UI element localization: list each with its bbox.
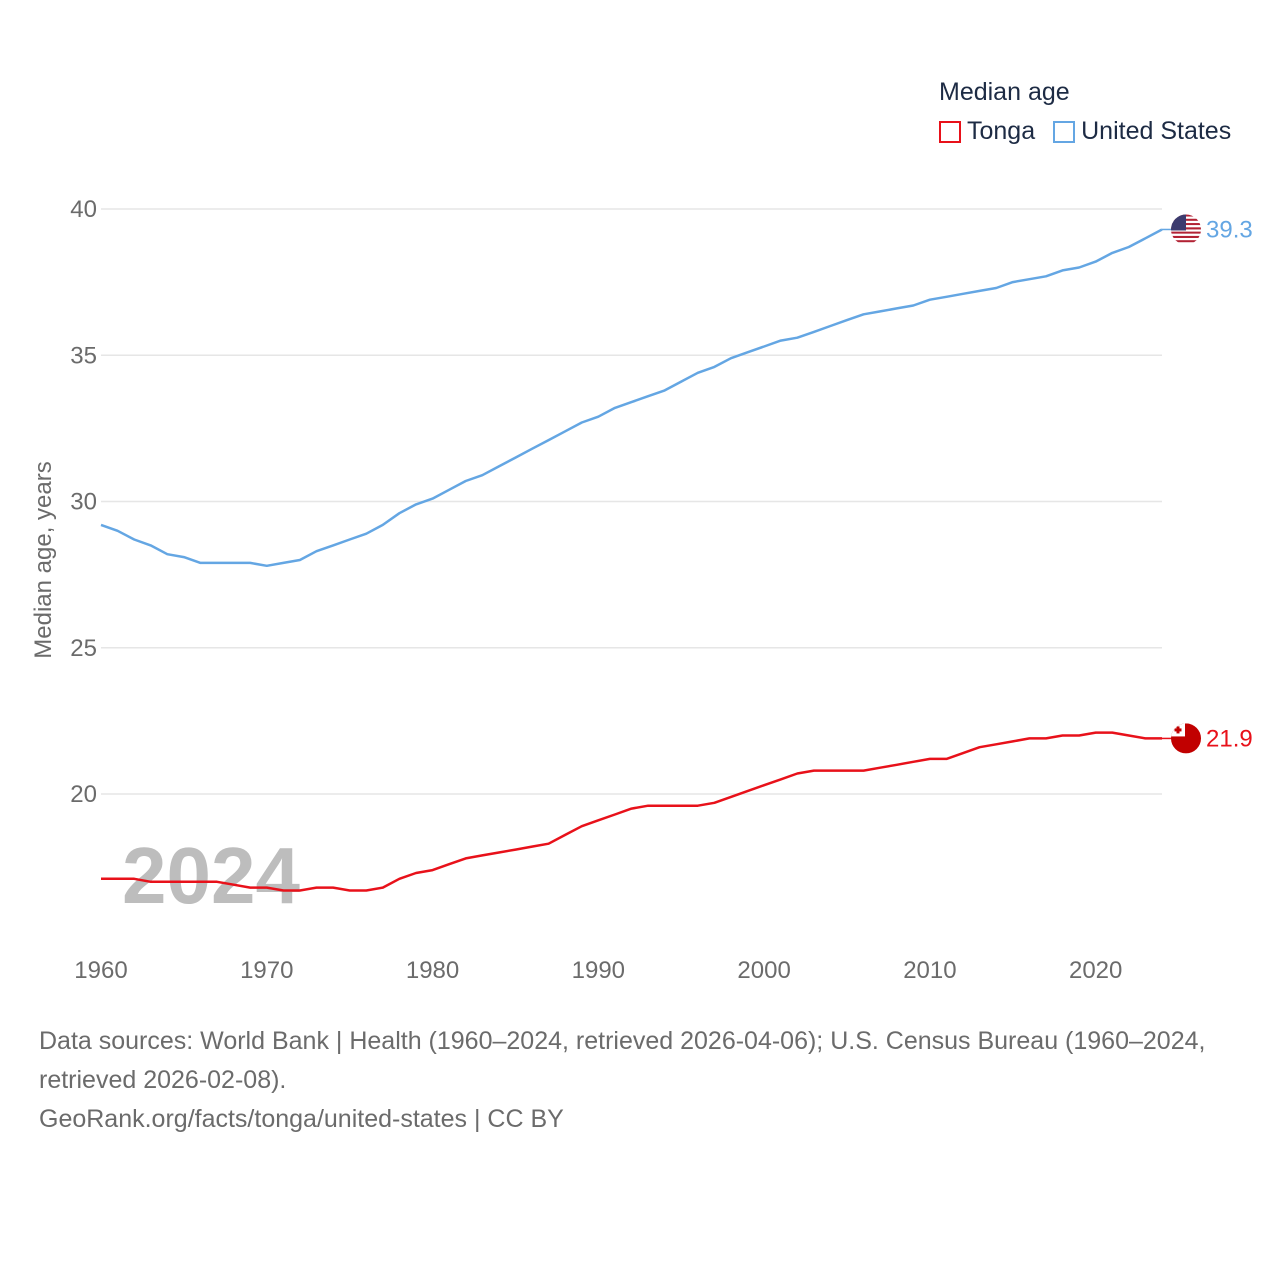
legend-label-united-states: United States [1081, 117, 1232, 145]
legend-item-united-states[interactable]: United States [1053, 117, 1231, 146]
y-tick-label: 30 [70, 489, 97, 516]
united-states-flag-icon [1171, 214, 1201, 245]
y-tick-label: 35 [70, 342, 97, 369]
x-tick-label: 1990 [572, 957, 625, 984]
x-tick-label: 2020 [1069, 957, 1122, 984]
x-tick-label: 1970 [240, 957, 293, 984]
x-tick-label: 1960 [74, 957, 127, 984]
legend-swatch-tonga [939, 120, 961, 143]
legend-item-tonga[interactable]: Tonga [939, 117, 1035, 146]
end-value-label-united-states: 39.3 [1206, 216, 1253, 243]
gridlines [101, 208, 1162, 795]
legend-title: Median age [939, 78, 1070, 106]
y-axis-tick-labels: 20 25 30 35 40 [70, 196, 97, 808]
legend-label-tonga: Tonga [967, 117, 1036, 145]
y-tick-label: 20 [70, 781, 97, 808]
y-tick-label: 40 [70, 196, 97, 223]
tonga-flag-icon [1171, 723, 1201, 754]
series-line-united-states [100, 228, 1163, 568]
x-tick-label: 2010 [903, 957, 956, 984]
legend-swatch-united-states [1053, 120, 1076, 143]
end-value-label-tonga: 21.9 [1206, 725, 1253, 752]
sources-text: Data sources: World Bank | Health (1960–… [39, 1027, 1206, 1094]
series-lines [100, 228, 1163, 892]
data-sources: Data sources: World Bank | Health (1960–… [39, 1022, 1254, 1139]
y-tick-label: 25 [70, 635, 97, 662]
x-tick-label: 1980 [406, 957, 459, 984]
end-labels: 21.9 39.3 [1162, 214, 1253, 754]
attribution-link[interactable]: GeoRank.org/facts/tonga/united-states | … [39, 1105, 564, 1133]
y-axis-label: Median age, years [30, 461, 57, 658]
x-tick-label: 2000 [737, 957, 790, 984]
x-axis-tick-labels: 1960 1970 1980 1990 2000 2010 2020 [74, 957, 1122, 984]
year-watermark: 2024 [122, 831, 300, 920]
legend: Median age Tonga United States [939, 78, 1231, 146]
series-line-tonga [101, 731, 1162, 892]
